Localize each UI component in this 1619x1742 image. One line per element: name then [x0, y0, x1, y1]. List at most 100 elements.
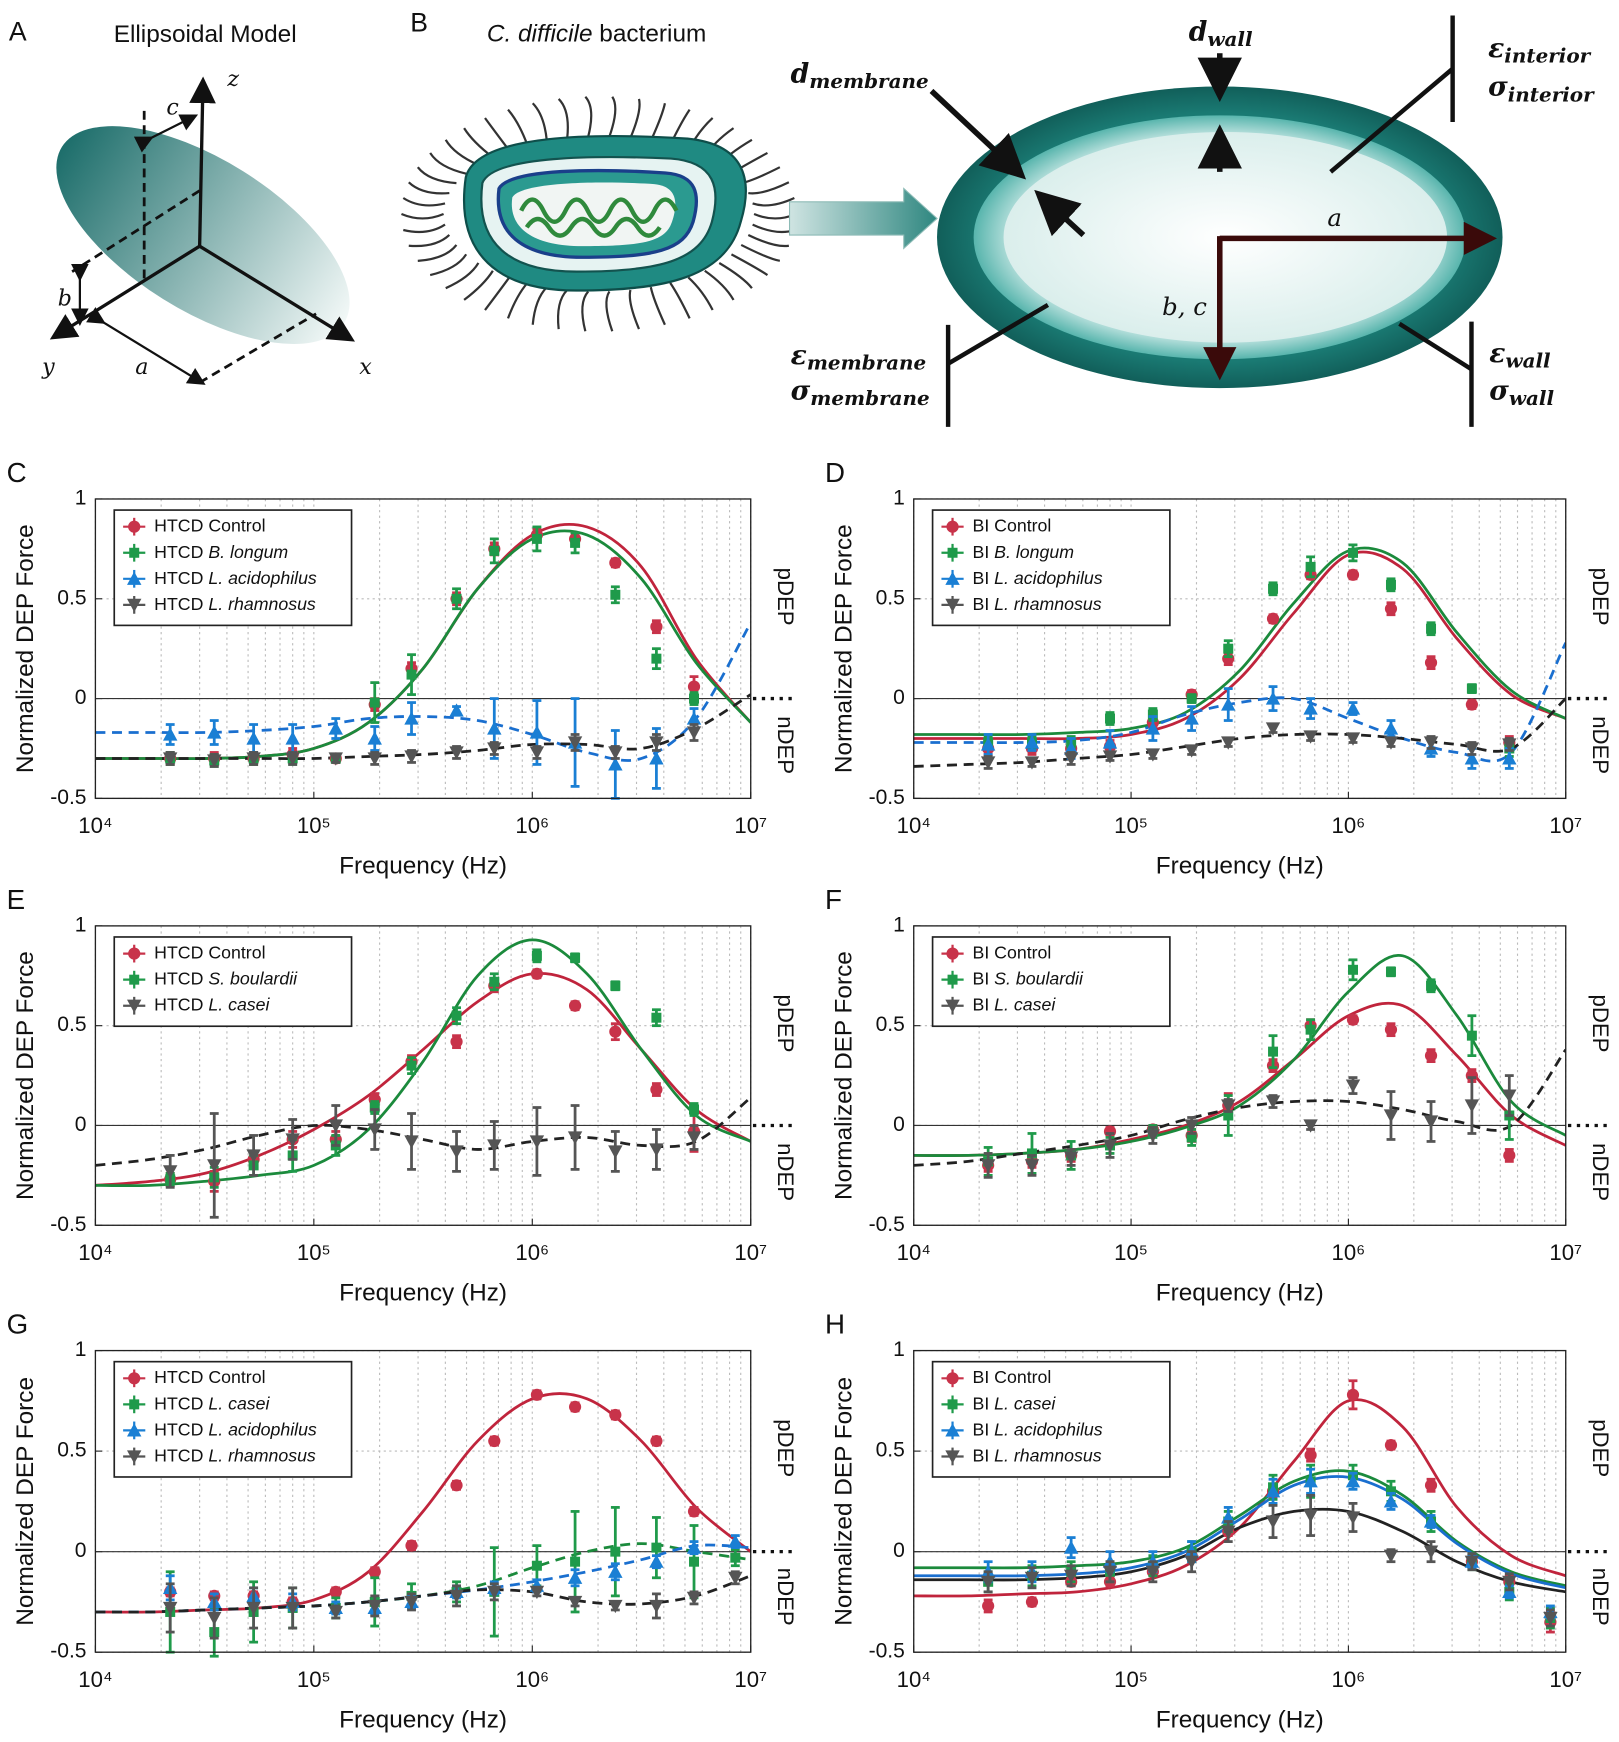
panel-title: C. difficile bacterium [487, 21, 706, 48]
point [129, 547, 140, 558]
point [1464, 751, 1480, 765]
point [128, 1372, 141, 1385]
fit-curve [913, 1048, 1566, 1167]
point [567, 736, 583, 750]
point [1268, 583, 1279, 594]
point [406, 669, 417, 680]
point [947, 1399, 958, 1410]
point [404, 1595, 419, 1610]
legend-label: HTCD B. longum [154, 541, 288, 561]
point [162, 1601, 178, 1616]
math-label: σwall [1489, 376, 1554, 410]
point [1383, 1549, 1399, 1563]
x-axis-label: Frequency (Hz) [1156, 1279, 1324, 1306]
legend-label: BI L. casei [973, 1393, 1057, 1413]
x-tick-label: 10⁴ [897, 1667, 931, 1692]
point [1348, 964, 1358, 975]
legend-label: HTCD L. rhamnosus [154, 594, 316, 614]
point [368, 1565, 381, 1578]
point [128, 520, 141, 533]
point [728, 1571, 743, 1585]
point [1423, 1115, 1439, 1129]
axis-label: b [58, 285, 72, 311]
point [1147, 709, 1158, 720]
point [1145, 1129, 1161, 1143]
legend-label: HTCD L. rhamnosus [154, 1445, 316, 1465]
y-tick-label: 0 [893, 686, 905, 709]
point [1024, 1159, 1040, 1173]
chart-panel: -0.5 0 0.5 1 10⁴ 10⁵ 10⁶ 10⁷ BI Control BI B. lon… [825, 457, 1613, 880]
subscript: wall [1509, 386, 1555, 410]
z-axis [189, 76, 216, 247]
y-tick-label: 1 [75, 487, 87, 510]
flagellum [752, 223, 795, 234]
point [127, 598, 142, 613]
species: C. difficile [487, 21, 593, 48]
x-axis [198, 244, 355, 342]
symbol: ε [1489, 338, 1505, 369]
point [1502, 1575, 1517, 1590]
point [1184, 711, 1199, 725]
point [329, 1585, 342, 1598]
point [1186, 1132, 1197, 1143]
y-tick-label: 0 [75, 1539, 87, 1562]
point [207, 754, 222, 768]
point [980, 1159, 996, 1173]
y-tick-label: 1 [893, 1338, 905, 1361]
math-label: σinterior [1488, 72, 1595, 106]
axis-label: c [166, 95, 178, 121]
point [945, 571, 960, 585]
point [1145, 1565, 1161, 1579]
subscript: wall [1207, 26, 1253, 50]
point [1184, 1119, 1199, 1133]
point [947, 547, 958, 558]
point [1346, 1013, 1360, 1026]
point [1024, 735, 1040, 749]
point [980, 737, 996, 751]
fit-curve [913, 1475, 1566, 1590]
x-tick-label: 10⁵ [297, 1240, 331, 1265]
x-axis-label: Frequency (Hz) [1156, 853, 1324, 880]
legend-box [113, 1360, 353, 1478]
x-tick-label: 10⁷ [734, 1667, 767, 1692]
point [487, 1585, 502, 1600]
point [1423, 736, 1439, 750]
point [570, 537, 581, 548]
y-tick-label: 0 [893, 1539, 905, 1562]
point [285, 752, 300, 766]
point [1345, 1511, 1361, 1525]
point [1265, 1515, 1281, 1529]
point [1221, 1099, 1236, 1113]
point [570, 952, 581, 963]
x-tick-label: 10⁵ [297, 1667, 331, 1692]
point [529, 746, 545, 760]
point [1102, 750, 1118, 764]
point [1426, 623, 1437, 634]
point [945, 1423, 960, 1437]
point [610, 980, 621, 991]
flagellum [649, 286, 666, 326]
point [162, 752, 178, 766]
y-tick-label: 0.5 [57, 1439, 86, 1462]
panel-letter: D [825, 457, 845, 488]
point [1424, 1479, 1438, 1492]
point [1265, 691, 1281, 705]
symbol: σ [791, 376, 811, 407]
flagellum [556, 289, 569, 330]
point [406, 1060, 417, 1071]
panel-letter: F [825, 884, 842, 915]
point [686, 1591, 702, 1606]
flagellum [747, 233, 790, 248]
pdep-label: pDEP [773, 995, 798, 1053]
x-tick-label: 10⁷ [734, 1240, 767, 1265]
point [1304, 1449, 1317, 1462]
label-a: a [1327, 203, 1342, 232]
point [328, 1119, 343, 1133]
point [945, 999, 960, 1013]
point [367, 1123, 382, 1137]
point [1303, 1474, 1318, 1488]
point [1102, 735, 1118, 749]
point [686, 711, 702, 725]
y-tick-label: -0.5 [50, 1640, 86, 1663]
y-axis-label: Normalized DEP Force [830, 524, 857, 773]
